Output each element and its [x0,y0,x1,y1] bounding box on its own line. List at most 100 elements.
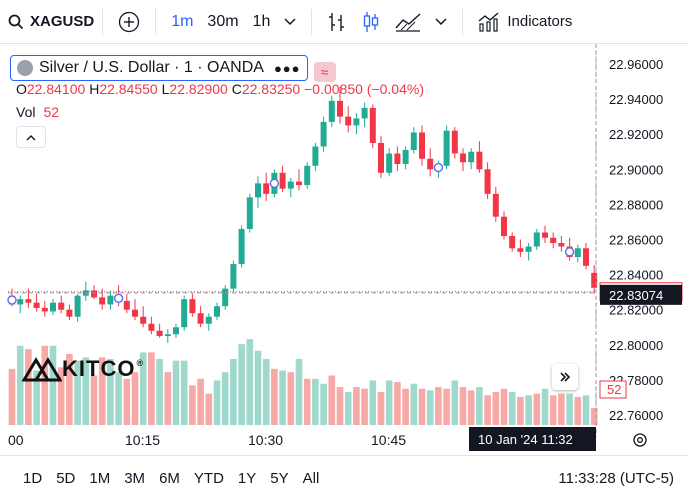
candle [58,295,65,314]
range-ytd[interactable]: YTD [193,469,224,487]
volume-bar [459,387,467,425]
volume-bar [484,395,491,425]
volume-bar [148,352,155,425]
interval-30m[interactable]: 30m [207,12,239,30]
volume-bar [230,359,237,425]
volume-bar [549,395,557,425]
y-tick-label: 22.96000 [609,57,663,72]
range-5d[interactable]: 5D [56,469,76,487]
indicators-button[interactable]: Indicators [471,0,579,44]
candle-body [345,116,352,126]
symbol-title-box[interactable]: Silver / U.S. Dollar · 1 · OANDA ●●● [10,55,308,81]
candle-body [132,309,138,317]
range-3m[interactable]: 3M [124,469,146,487]
compare-add-button[interactable] [111,0,147,44]
range-all[interactable]: All [302,469,320,487]
volume-bar [369,380,377,425]
range-1y[interactable]: 1Y [237,469,257,487]
event-marker-icon [433,162,444,173]
interval-1m[interactable]: 1m [171,12,194,30]
candle-body [279,172,286,189]
candle [451,127,458,159]
candle [320,116,327,152]
bar-style-button[interactable] [320,0,354,44]
approx-badge[interactable]: ≈ [313,61,336,82]
y-tick-label: 22.94000 [609,92,663,107]
candle-body [492,193,499,217]
candle-body [484,169,491,194]
chart-settings-button[interactable] [632,432,648,453]
volume-bar [344,392,352,425]
candle-body [591,272,598,288]
candle [279,165,286,193]
event-marker-icon [564,247,575,257]
scroll-to-realtime-button[interactable] [552,364,578,390]
candle [123,293,130,314]
candle-body [328,100,335,122]
volume-bar [279,370,286,425]
volume-bar [312,378,319,425]
crosshair-time-badge-box [469,427,596,451]
volume-bar [262,359,270,425]
event-marker-icon [7,295,17,305]
interval-dropdown[interactable] [277,0,303,44]
candle-body [33,302,40,308]
range-1m[interactable]: 1M [89,469,111,487]
volume-bar [394,382,401,425]
volume-bar [156,359,163,425]
candle [140,306,147,328]
candle-body [369,107,376,143]
interval-1h[interactable]: 1h [252,12,271,30]
last-price-badge-box [600,284,682,305]
timezone-clock[interactable]: 11:33:28 (UTC-5) [558,470,674,487]
candle [369,104,376,149]
candle-body [337,100,343,117]
search-icon [8,14,24,29]
candle-body [353,118,360,126]
volume-bar [139,352,147,425]
kitco-wordmark: KITCO [62,356,136,381]
x-tick-label: 10:15 [125,432,160,448]
candle-body [222,288,229,307]
volume-bar [115,372,122,425]
candles-style-button[interactable] [354,0,388,44]
volume-bar [25,349,32,425]
candle [533,228,540,251]
more-options-icon[interactable]: ●●● [273,60,301,76]
candle-body [58,302,65,310]
candle-body [509,235,516,249]
volume-bar [57,367,65,425]
range-1d[interactable]: 1D [23,469,43,487]
candle [222,285,229,310]
candle [337,86,343,124]
range-5y[interactable]: 5Y [270,469,289,487]
candle [246,193,253,233]
candle-body [214,306,220,317]
volume-readout: Vol 52 [16,104,59,120]
volume-bar [361,388,368,425]
price-chart[interactable]: 22.96000 22.94000 22.92000 22.90000 22.88000… [0,44,688,455]
candle [378,135,384,179]
symbol-search[interactable]: XAGUSD [8,0,94,44]
chart-legend: Silver / U.S. Dollar · 1 · OANDA ●●● ≈ [10,55,336,82]
volume-bar [426,390,434,425]
candle [460,148,466,172]
candle-body [451,130,458,154]
indicators-icon [478,11,499,32]
chevron-up-icon [26,134,36,140]
collapse-legend-button[interactable] [16,126,46,148]
chart-type-dropdown[interactable] [428,0,454,44]
candle-body [189,299,196,314]
range-6m[interactable]: 6M [159,469,180,487]
candle [41,300,48,317]
close-value: 22.83250 [241,81,301,97]
volume-bar [172,360,180,425]
candle-body [378,142,384,173]
volume-bar [566,393,573,425]
candle-body [140,316,147,324]
candle [501,211,507,240]
volume-key: Vol [16,104,36,120]
area-style-button[interactable] [388,0,428,44]
candle-body [91,290,97,298]
candle [443,125,450,170]
